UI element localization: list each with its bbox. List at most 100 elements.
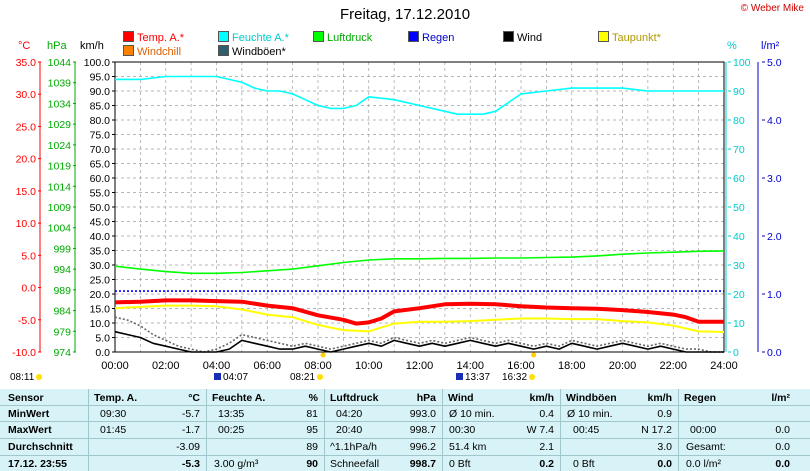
stats-cell: 998.7 [409, 458, 436, 470]
x-tick-label: 12:00 [406, 360, 434, 372]
temp-tick-label: 10.0 [16, 218, 37, 230]
temp-unit: °C [18, 40, 31, 52]
stats-cell: ^1.1hPa/h [330, 441, 377, 453]
rain-tick-label: 0.0 [767, 347, 782, 359]
stats-header-wind-unit: km/h [529, 392, 554, 404]
legend-item-taupunkt: Taupunkt* [598, 31, 661, 45]
rain-tick-label: 5.0 [767, 57, 782, 69]
stats-header-press: Luftdruck [330, 392, 379, 404]
legend-swatch [218, 45, 229, 56]
stats-cell: 0 Bft [573, 458, 595, 470]
rain-tick-label: 2.0 [767, 231, 782, 243]
legend-swatch [408, 31, 419, 42]
temp-tick-label: 35.0 [16, 57, 37, 69]
stats-header-hum: Feuchte A. [212, 392, 266, 404]
temp-tick-label: 5.0 [21, 250, 36, 262]
stats-cell: 81 [306, 408, 318, 420]
stats-cell: 89 [306, 441, 318, 453]
x-tick-label: 18:00 [558, 360, 586, 372]
stats-cell: 0.2 [539, 458, 554, 470]
wind-tick-label: 20.0 [90, 289, 111, 301]
wind-tick-label: 85.0 [90, 101, 111, 113]
stats-cell: 90 [306, 458, 318, 470]
stats-cell: 0.9 [657, 408, 672, 420]
x-tick-label: 04:00 [203, 360, 231, 372]
humidity-tick-label: 10 [733, 318, 745, 330]
rain-tick-label: 3.0 [767, 173, 782, 185]
legend-item-luftdruck: Luftdruck [313, 31, 372, 45]
stats-header-temp-unit: °C [188, 392, 200, 404]
stats-cell: 998.7 [409, 424, 436, 436]
wind-tick-label: 40.0 [90, 231, 111, 243]
humidity-tick-label: 30 [733, 260, 745, 272]
legend-swatch [123, 45, 134, 56]
temp-tick-label: 0.0 [21, 283, 36, 295]
pressure-tick-label: 1034 [48, 98, 72, 110]
stats-cell: 04:20 [336, 408, 363, 420]
stats-cell: 95 [306, 424, 318, 436]
statistics-table: Sensor Temp. A. °C Feuchte A. % Luftdruc… [0, 389, 810, 471]
humidity-tick-label: 20 [733, 289, 745, 301]
x-tick-label: 08:00 [304, 360, 332, 372]
pressure-tick-label: 1019 [48, 161, 72, 173]
temp-tick-label: 30.0 [16, 89, 37, 101]
x-tick-label: 10:00 [355, 360, 383, 372]
stats-header-sensor: Sensor [8, 392, 44, 404]
legend-swatch [218, 31, 229, 42]
pressure-tick-label: 1009 [48, 202, 72, 214]
pressure-unit: hPa [47, 40, 67, 52]
stats-header-press-unit: hPa [416, 392, 436, 404]
rain-tick-label: 1.0 [767, 289, 782, 301]
temp-tick-label: 25.0 [16, 121, 37, 133]
legend-item-feuchte: Feuchte A.* [218, 31, 289, 45]
stats-header-temp: Temp. A. [94, 392, 138, 404]
pressure-tick-label: 1029 [48, 119, 72, 131]
sun-event: 13:37 [456, 372, 490, 383]
series-wind [114, 330, 724, 353]
stats-header-rain-unit: l/m² [771, 392, 790, 404]
stats-cell: 00:45 [573, 424, 600, 436]
wind-tick-label: 0.0 [95, 347, 110, 359]
humidity-tick-label: 70 [733, 144, 745, 156]
temp-tick-label: -5.0 [18, 315, 36, 327]
stats-cell: N 17.2 [641, 424, 672, 436]
temp-tick-label: -10.0 [12, 347, 36, 359]
x-tick-label: 16:00 [507, 360, 535, 372]
pressure-tick-label: 984 [53, 306, 71, 318]
wind-tick-label: 50.0 [90, 202, 111, 214]
stats-cell: W 7.4 [526, 424, 554, 436]
pressure-tick-label: 1024 [48, 140, 72, 152]
stats-cell: Schneefall [330, 458, 380, 470]
x-tick-label: 00:00 [101, 360, 129, 372]
rain-tick-label: 4.0 [767, 115, 782, 127]
pressure-tick-label: 994 [53, 264, 71, 276]
wind-tick-label: 65.0 [90, 159, 111, 171]
wind-tick-label: 35.0 [90, 246, 111, 258]
pressure-tick-label: 1004 [48, 223, 72, 235]
stats-cell: Ø 10 min. [449, 408, 495, 420]
humidity-tick-label: 40 [733, 231, 745, 243]
stats-cell: -3.09 [176, 441, 200, 453]
humidity-tick-label: 0 [733, 347, 739, 359]
stats-cell: 3.00 g/m³ [214, 458, 259, 470]
stats-cell: 20:40 [336, 424, 363, 436]
wind-tick-label: 15.0 [90, 304, 111, 316]
page-title: Freitag, 17.12.2010 [339, 6, 471, 23]
stats-cell: Ø 10 min. [567, 408, 613, 420]
stats-header-rain: Regen [684, 392, 717, 404]
stats-cell: 3.0 [657, 441, 672, 453]
wind-tick-label: 25.0 [90, 275, 111, 287]
x-tick-label: 24:00 [710, 360, 738, 372]
legend-item-windboeen: Windböen* [218, 45, 286, 59]
stats-header-wind: Wind [448, 392, 474, 404]
rain-unit: l/m² [761, 40, 780, 52]
humidity-tick-label: 80 [733, 115, 745, 127]
stats-cell: 13:35 [218, 408, 245, 420]
stats-cell: 00:00 [690, 424, 717, 436]
temp-tick-label: 15.0 [16, 186, 37, 198]
legend-swatch [313, 31, 324, 42]
wind-tick-label: 10.0 [90, 318, 111, 330]
pressure-tick-label: 1044 [48, 57, 72, 69]
stats-cell: Gesamt: [686, 441, 726, 453]
stats-cell: 0.0 [775, 458, 790, 470]
